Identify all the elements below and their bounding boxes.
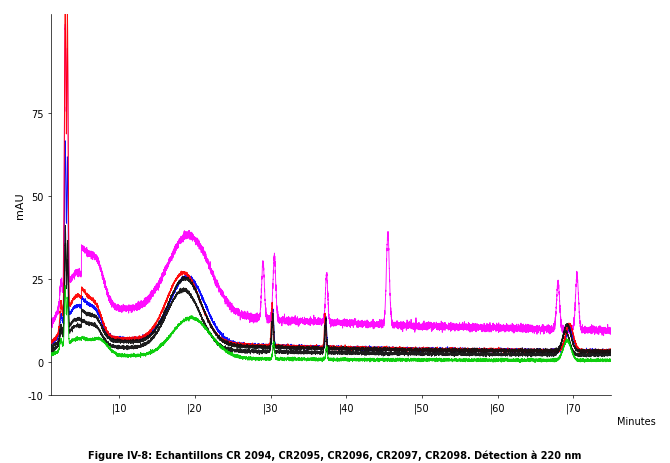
Y-axis label: mAU: mAU: [15, 192, 25, 219]
Text: Figure IV-8: Echantillons CR 2094, CR2095, CR2096, CR2097, CR2098. Détection à 2: Figure IV-8: Echantillons CR 2094, CR209…: [88, 450, 582, 460]
Text: Minutes: Minutes: [616, 416, 655, 426]
